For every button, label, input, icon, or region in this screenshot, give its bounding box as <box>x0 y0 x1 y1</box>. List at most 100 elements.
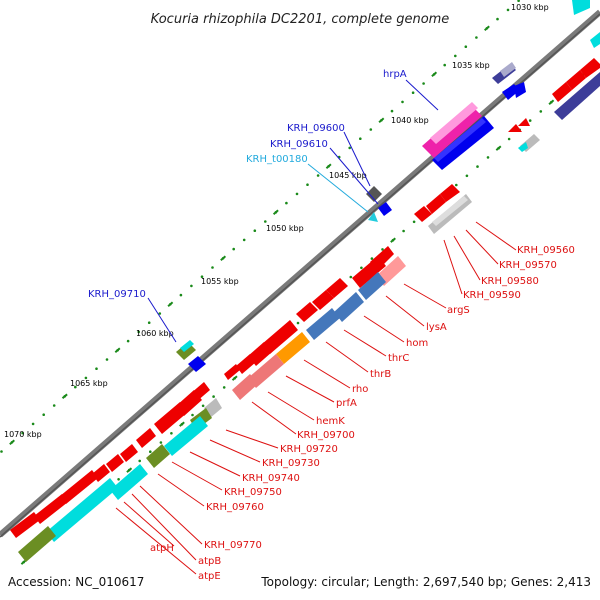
gene-feature[interactable] <box>358 272 386 300</box>
gene-feature[interactable] <box>306 308 340 340</box>
gene-label-atpE[interactable]: atpE <box>198 571 221 582</box>
gene-feature[interactable] <box>10 512 40 538</box>
scale-dot <box>84 376 88 380</box>
gene-label-atpH[interactable]: atpH <box>150 543 174 554</box>
leader-line <box>475 221 517 251</box>
gene-feature[interactable] <box>34 494 68 524</box>
gene-feature[interactable] <box>440 184 460 202</box>
gene-feature[interactable] <box>106 454 124 472</box>
tick-label-1050: 1050 kbp <box>266 224 304 233</box>
gene-label-rho[interactable]: rho <box>352 384 368 395</box>
tick-label-1035: 1035 kbp <box>452 61 490 70</box>
leader-line <box>325 341 369 373</box>
scale-dot <box>149 450 152 454</box>
gene-feature[interactable] <box>430 102 478 144</box>
gene-feature[interactable] <box>518 118 530 126</box>
gene-label-hrpA[interactable]: hrpA <box>383 69 407 80</box>
gene-label-KRH_09610[interactable]: KRH_09610 <box>270 139 328 150</box>
gene-label-KRH_09600[interactable]: KRH_09600 <box>287 123 345 134</box>
gene-feature[interactable] <box>580 58 600 78</box>
gene-label-KRH_09590[interactable]: KRH_09590 <box>463 290 521 301</box>
gene-label-KRH_09750[interactable]: KRH_09750 <box>224 487 282 498</box>
gene-feature[interactable] <box>146 444 170 468</box>
gene-label-atpB[interactable]: atpB <box>198 556 221 567</box>
forward-strand-genes <box>176 0 590 372</box>
gene-feature-KRH_t00180[interactable] <box>368 212 378 222</box>
gene-feature[interactable] <box>136 428 156 448</box>
gene-feature[interactable] <box>376 256 406 286</box>
gene-feature[interactable] <box>18 526 56 562</box>
gene-label-KRH_09730[interactable]: KRH_09730 <box>262 458 320 469</box>
gene-label-KRH_09710[interactable]: KRH_09710 <box>88 289 146 300</box>
scale-dot <box>348 146 352 150</box>
gene-feature[interactable] <box>500 62 516 77</box>
gene-label-thrC[interactable]: thrC <box>388 353 409 364</box>
gene-feature[interactable] <box>46 478 118 542</box>
gene-feature-KRH_09610[interactable] <box>378 202 392 216</box>
gene-label-KRH_09560[interactable]: KRH_09560 <box>517 245 575 256</box>
scale-dot <box>496 17 499 21</box>
gene-feature-KRH_09710[interactable] <box>176 342 196 360</box>
gene-feature[interactable] <box>236 354 256 374</box>
gene-label-thrB[interactable]: thrB <box>370 369 391 380</box>
gene-feature[interactable] <box>434 118 486 162</box>
gene-feature[interactable] <box>590 32 600 48</box>
leader-line <box>465 229 499 265</box>
gene-feature[interactable] <box>572 0 590 15</box>
gene-feature[interactable] <box>312 290 334 310</box>
gene-label-hom[interactable]: hom <box>406 338 428 349</box>
gene-label-KRH_09740[interactable]: KRH_09740 <box>242 473 300 484</box>
gene-feature[interactable] <box>426 194 446 214</box>
gene-label-KRH_t00180[interactable]: KRH_t00180 <box>246 154 308 165</box>
scale-dot <box>52 404 56 407</box>
scale-dot <box>316 174 320 177</box>
gene-feature[interactable] <box>232 374 258 400</box>
leader-line <box>225 429 279 449</box>
gene-feature[interactable] <box>334 292 364 322</box>
scale-tick-mark <box>220 255 227 262</box>
scale-dot <box>159 441 163 444</box>
gene-feature[interactable] <box>554 72 600 120</box>
gene-feature[interactable] <box>432 116 494 170</box>
reverse-strand-genes <box>10 32 600 562</box>
gene-label-hemK[interactable]: hemK <box>316 416 345 427</box>
gene-feature[interactable] <box>110 464 148 500</box>
gene-feature-rho[interactable] <box>276 332 310 364</box>
gene-label-KRH_09760[interactable]: KRH_09760 <box>206 502 264 513</box>
gene-feature[interactable] <box>508 124 522 132</box>
scale-dot <box>296 321 300 325</box>
gene-feature[interactable] <box>180 340 194 352</box>
gene-feature[interactable] <box>164 416 208 456</box>
gene-label-KRH_09720[interactable]: KRH_09720 <box>280 444 338 455</box>
leader-line <box>303 359 351 389</box>
gene-feature[interactable] <box>566 70 586 90</box>
gene-label-KRH_09770[interactable]: KRH_09770 <box>204 540 262 551</box>
gene-feature[interactable] <box>120 444 138 462</box>
gene-feature[interactable] <box>296 302 318 322</box>
gene-feature[interactable] <box>552 82 572 102</box>
tick-label-1045: 1045 kbp <box>329 171 367 180</box>
gene-feature[interactable] <box>326 278 348 298</box>
gene-feature[interactable] <box>188 356 206 372</box>
gene-feature[interactable] <box>514 82 526 98</box>
scale-dot <box>411 91 415 94</box>
gene-label-KRH_09580[interactable]: KRH_09580 <box>481 276 539 287</box>
gene-feature[interactable] <box>190 382 210 402</box>
gene-label-KRH_09570[interactable]: KRH_09570 <box>499 260 557 271</box>
scale-tick-mark <box>231 375 238 381</box>
gene-label-KRH_09700[interactable]: KRH_09700 <box>297 430 355 441</box>
gene-feature-hrpA[interactable] <box>422 104 482 158</box>
gene-feature[interactable] <box>518 142 528 152</box>
gene-feature[interactable] <box>414 206 432 222</box>
gene-label-prfA[interactable]: prfA <box>336 398 357 409</box>
scale-tick-mark <box>9 439 15 445</box>
gene-feature[interactable] <box>60 470 98 504</box>
gene-feature[interactable] <box>224 364 240 380</box>
gene-feature[interactable] <box>262 320 298 354</box>
gene-label-lysA[interactable]: lysA <box>426 322 447 333</box>
gene-feature[interactable] <box>432 196 468 226</box>
gene-feature-KRH_09600[interactable] <box>366 186 382 202</box>
gene-feature[interactable] <box>248 354 284 388</box>
gene-feature[interactable] <box>370 246 394 270</box>
gene-label-argS[interactable]: argS <box>447 305 470 316</box>
